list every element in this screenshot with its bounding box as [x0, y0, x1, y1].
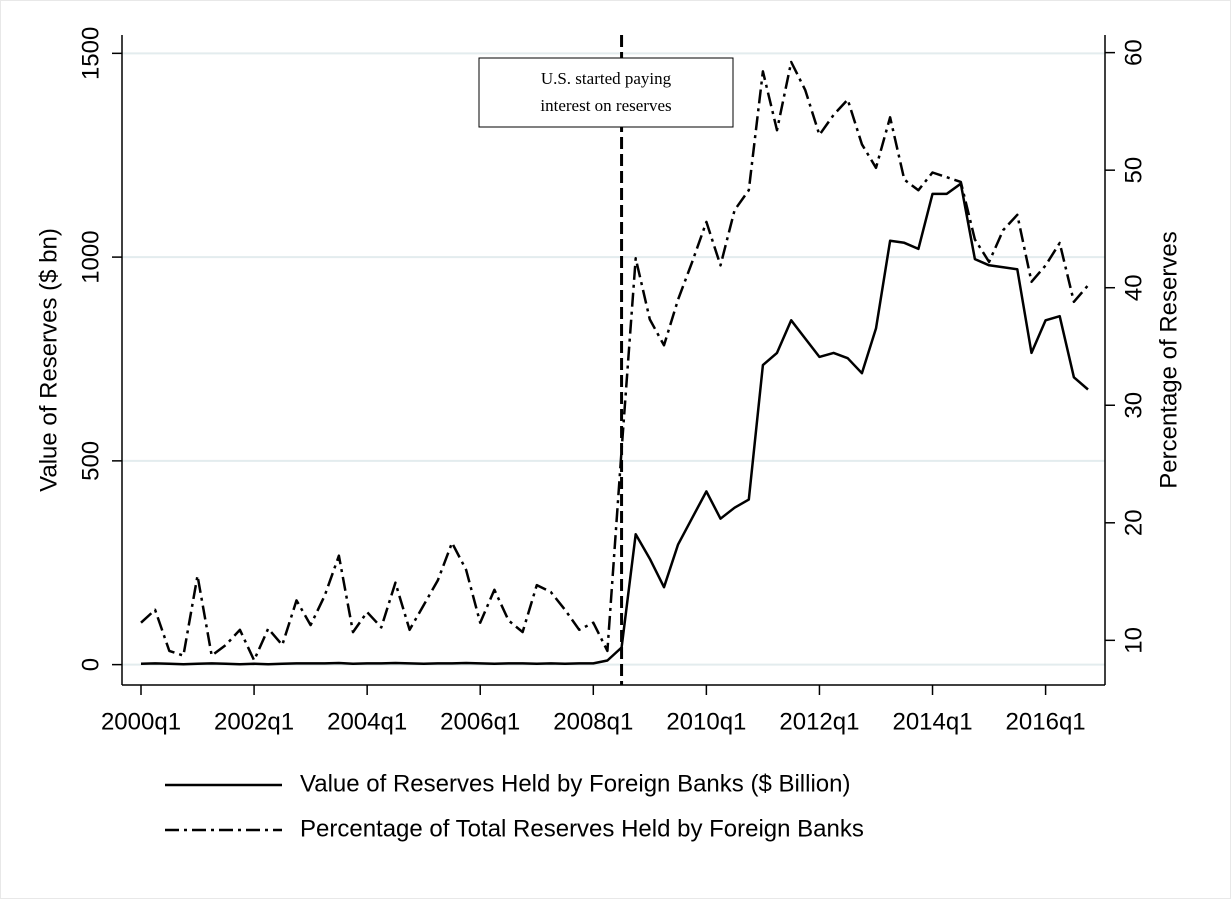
y-tick-label: 0: [77, 658, 104, 671]
series-line: [140, 182, 1089, 666]
legend-label: Percentage of Total Reserves Held by For…: [300, 815, 864, 842]
y-tick-label: 500: [77, 441, 104, 481]
series-line: [140, 60, 1089, 662]
x-tick-label: 2012q1: [779, 708, 859, 735]
y2-tick-label: 60: [1120, 39, 1147, 66]
y2-tick-label: 40: [1120, 274, 1147, 301]
x-tick-label: 2014q1: [892, 708, 972, 735]
x-tick-label: 2002q1: [214, 708, 294, 735]
x-tick-label: 2000q1: [101, 708, 181, 735]
legend-label: Value of Reserves Held by Foreign Banks …: [300, 770, 850, 797]
annotation-text: U.S. started paying: [541, 69, 672, 88]
y-tick-label: 1500: [77, 27, 104, 80]
y2-tick-label: 30: [1120, 392, 1147, 419]
x-tick-label: 2008q1: [553, 708, 633, 735]
y2-tick-label: 50: [1120, 157, 1147, 184]
annotation-box: [478, 57, 734, 128]
annotation-text: interest on reserves: [540, 96, 671, 115]
x-tick-label: 2016q1: [1006, 708, 1086, 735]
y-tick-label: 1000: [77, 230, 104, 283]
x-tick-label: 2006q1: [440, 708, 520, 735]
y-axis-title: Value of Reserves ($ bn): [35, 228, 62, 492]
y2-tick-label: 10: [1120, 627, 1147, 654]
x-tick-label: 2004q1: [327, 708, 407, 735]
y2-axis-title: Percentage of Reserves: [1155, 231, 1182, 488]
y2-tick-label: 20: [1120, 509, 1147, 536]
x-tick-label: 2010q1: [666, 708, 746, 735]
